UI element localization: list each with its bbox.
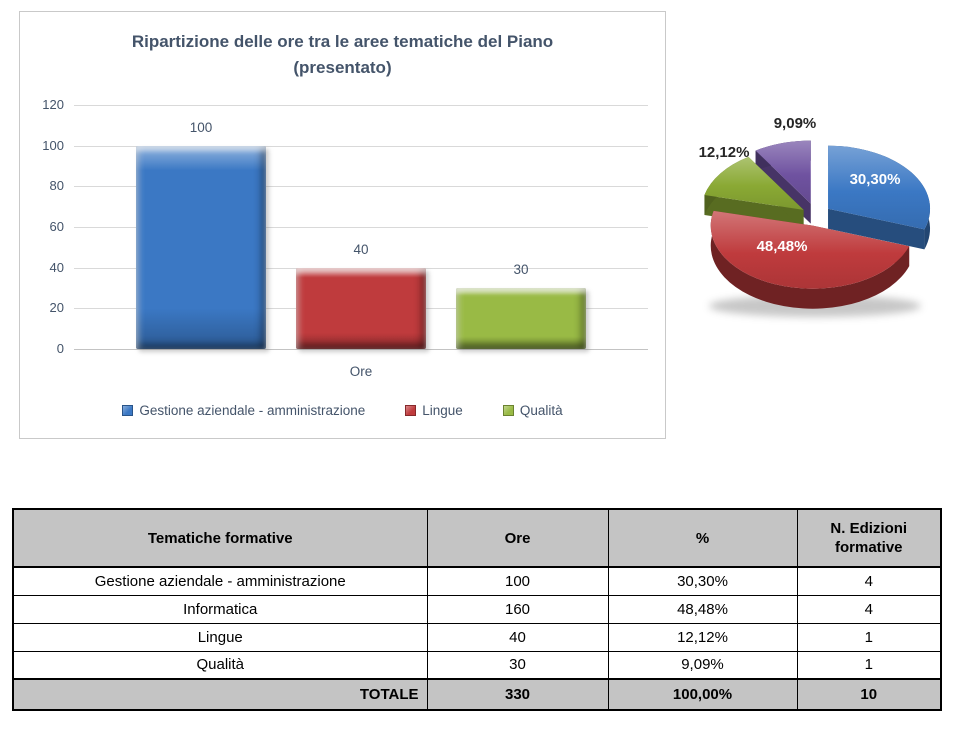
gridline <box>74 349 648 350</box>
cell-tematica: Lingue <box>12 622 428 652</box>
bar-1 <box>136 146 266 349</box>
header-ore: Ore <box>426 508 609 568</box>
table-header-row: Tematiche formative Ore % N. Edizioni fo… <box>12 508 942 568</box>
cell-ore: 40 <box>426 622 609 652</box>
bar-3 <box>456 288 586 349</box>
header-tematiche: Tematiche formative <box>12 508 428 568</box>
cell-edizioni: 4 <box>796 594 942 624</box>
cell-tematica: Qualità <box>12 650 428 680</box>
y-axis-tick-label: 100 <box>42 137 64 153</box>
legend-label: Gestione aziendale - amministrazione <box>139 403 366 418</box>
cell-ore: 30 <box>426 650 609 680</box>
bar-value-label: 100 <box>189 120 213 135</box>
bar-chart-title-line2: (presentato) <box>293 58 392 77</box>
y-axis-tick-label: 20 <box>49 300 64 316</box>
table-row: Qualità 30 9,09% 1 <box>12 650 942 680</box>
legend-item: Gestione aziendale - amministrazione <box>122 403 365 418</box>
bar-2 <box>296 268 426 349</box>
bar-value-label: 40 <box>353 242 369 257</box>
legend-marker-icon <box>122 405 134 416</box>
legend-label: Lingue <box>422 403 463 418</box>
cell-percent: 9,09% <box>607 650 798 680</box>
pie-label: 12,12% <box>699 144 750 161</box>
pie-label: 48,48% <box>757 238 808 255</box>
cell-percent: 30,30% <box>607 566 798 596</box>
header-percent: % <box>607 508 798 568</box>
cell-percent: 48,48% <box>607 594 798 624</box>
bar-chart-title: Ripartizione delle ore tra le aree temat… <box>20 29 665 81</box>
total-label: TOTALE <box>12 678 428 711</box>
total-edizioni: 10 <box>796 678 942 711</box>
y-axis-tick-label: 40 <box>49 259 64 275</box>
pie-slice-1 <box>828 145 931 250</box>
pie-slice-2 <box>710 210 910 309</box>
legend-item: Lingue <box>405 403 463 418</box>
header-edizioni: N. Edizioni formative <box>796 508 942 568</box>
gridline <box>74 186 648 188</box>
pie-label: 9,09% <box>774 115 817 132</box>
cell-edizioni: 1 <box>796 622 942 652</box>
legend-marker-icon <box>502 405 514 416</box>
bar-chart-title-line1: Ripartizione delle ore tra le aree temat… <box>131 32 554 51</box>
y-axis-tick-label: 0 <box>56 341 64 356</box>
total-percent: 100,00% <box>607 678 798 711</box>
cell-ore: 100 <box>426 566 609 596</box>
gridline <box>74 105 648 107</box>
legend-label: Qualità <box>519 403 563 418</box>
y-axis-tick-label: 80 <box>49 178 64 194</box>
bar-chart-panel: Ripartizione delle ore tra le aree temat… <box>19 11 666 439</box>
x-axis-label: Ore <box>349 364 373 379</box>
gridline <box>74 227 648 229</box>
y-axis-tick-label: 120 <box>42 97 64 113</box>
gridline <box>74 145 648 147</box>
table-row: Gestione aziendale - amministrazione 100… <box>12 566 942 596</box>
summary-table: Tematiche formative Ore % N. Edizioni fo… <box>12 508 942 711</box>
legend-marker-icon <box>405 405 417 416</box>
cell-edizioni: 4 <box>796 566 942 596</box>
cell-percent: 12,12% <box>607 622 798 652</box>
cell-ore: 160 <box>426 594 609 624</box>
bar-value-label: 30 <box>513 262 529 277</box>
y-axis-tick-label: 60 <box>49 219 64 235</box>
pie-chart: 30,30% 48,48% 12,12% 9,09% <box>699 115 931 317</box>
table-row: Lingue 40 12,12% 1 <box>12 622 942 652</box>
cell-tematica: Informatica <box>12 594 428 624</box>
cell-edizioni: 1 <box>796 650 942 680</box>
total-ore: 330 <box>426 678 609 711</box>
table-total-row: TOTALE 330 100,00% 10 <box>12 678 942 711</box>
cell-tematica: Gestione aziendale - amministrazione <box>12 566 428 596</box>
legend-item: Qualità <box>502 403 563 418</box>
table-row: Informatica 160 48,48% 4 <box>12 594 942 624</box>
bar-chart-legend: Gestione aziendale - amministrazione Ling… <box>20 403 665 418</box>
pie-label: 30,30% <box>850 171 901 188</box>
